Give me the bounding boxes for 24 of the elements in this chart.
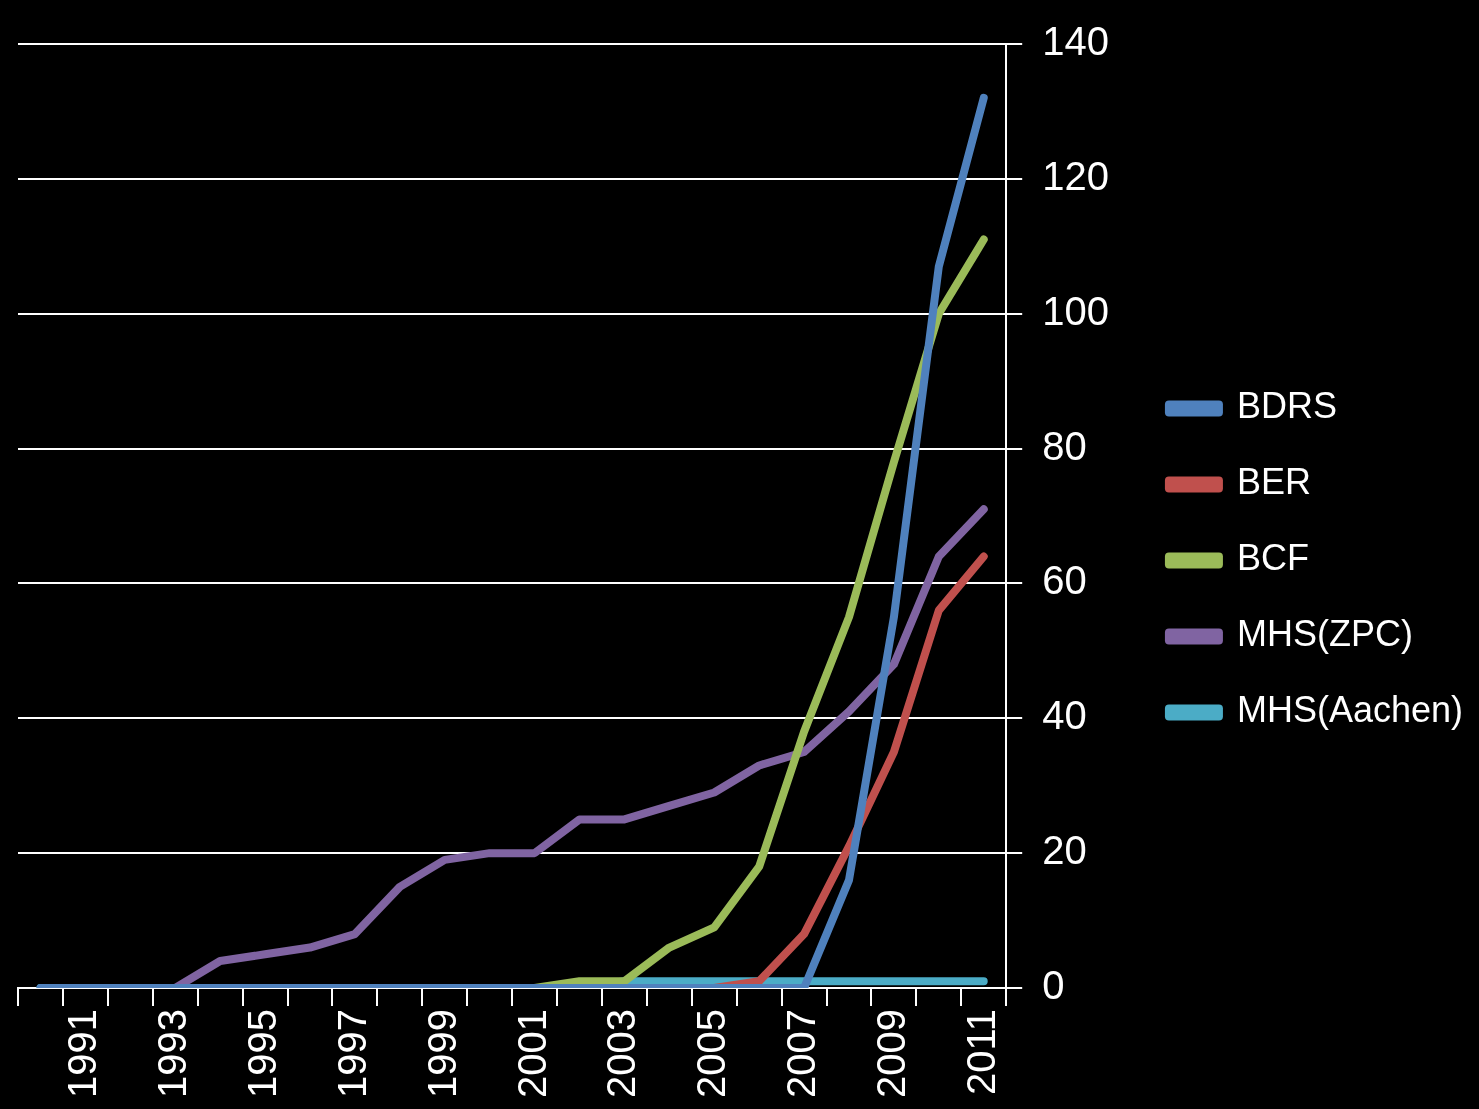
- y-tick-label: 20: [1042, 828, 1087, 873]
- x-tick-label: 2001: [509, 1009, 554, 1098]
- x-tick-label: 2007: [779, 1009, 824, 1098]
- y-tick-label: 80: [1042, 423, 1087, 468]
- y-tick-label: 100: [1042, 288, 1109, 333]
- y-tick-label: 140: [1042, 19, 1109, 64]
- legend-label: BDRS: [1236, 385, 1337, 427]
- y-tick-label: 60: [1042, 558, 1087, 603]
- x-tick-label: 2009: [868, 1009, 913, 1098]
- x-tick-label: 1993: [150, 1009, 195, 1098]
- legend-label: BER: [1236, 461, 1311, 503]
- x-tick-label: 2011: [958, 1009, 1003, 1096]
- x-tick-label: 1999: [419, 1009, 464, 1098]
- x-tick-label: 2003: [599, 1009, 644, 1098]
- legend-label: BCF: [1236, 537, 1309, 579]
- x-tick-label: 1991: [60, 1009, 105, 1098]
- y-tick-label: 40: [1042, 693, 1087, 738]
- x-tick-label: 1997: [329, 1009, 374, 1098]
- x-tick-label: 1995: [240, 1009, 285, 1098]
- x-tick-label: 2005: [689, 1009, 734, 1098]
- legend-label: MHS(ZPC): [1236, 613, 1413, 655]
- legend-label: MHS(Aachen): [1236, 689, 1464, 731]
- y-tick-label: 0: [1042, 963, 1065, 1008]
- y-tick-label: 120: [1042, 153, 1109, 198]
